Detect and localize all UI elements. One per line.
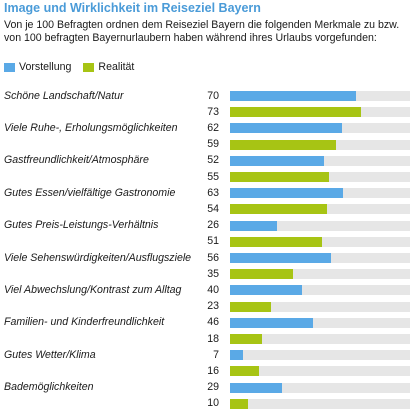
value-label-realitat: 18 [207, 332, 219, 345]
bar-vorstellung [230, 123, 342, 134]
bar-realitat [230, 398, 248, 409]
category-label-gastfreundlichkeit-atmosphare: Gastfreundlichkeit/Atmosphäre [4, 154, 149, 167]
bar-track [230, 301, 410, 312]
bar-track [230, 172, 410, 182]
bar-realitat [230, 301, 272, 312]
bar-track [230, 236, 410, 247]
bar-realitat [230, 269, 293, 280]
value-label-vorstellung: 46 [207, 316, 219, 329]
bar-realitat [230, 139, 337, 150]
bar-track [230, 220, 410, 231]
bar-track [230, 107, 410, 118]
legend-item-vorstellung: Vorstellung [4, 61, 71, 73]
bar-vorstellung [230, 91, 356, 101]
bar-track [230, 350, 410, 361]
value-label-realitat: 23 [207, 300, 219, 313]
value-label-realitat: 73 [207, 105, 219, 118]
value-label-vorstellung: 52 [207, 154, 219, 167]
bar-realitat [230, 236, 322, 247]
legend: Vorstellung Realität [4, 61, 146, 73]
bar-track [230, 204, 410, 215]
bar-realitat [230, 172, 329, 182]
value-label-realitat: 59 [207, 138, 219, 151]
legend-label-realitaet: Realität [98, 61, 135, 73]
value-label-vorstellung: 70 [207, 89, 219, 102]
category-label-bademoglichkeiten: Bademöglichkeiten [4, 381, 94, 394]
legend-label-vorstellung: Vorstellung [19, 61, 72, 73]
bar-track [230, 123, 410, 134]
value-label-vorstellung: 63 [207, 186, 219, 199]
value-label-vorstellung: 7 [213, 348, 219, 361]
bar-vorstellung [230, 285, 302, 296]
category-label-viele-sehenswurdigkeiten-ausflugsziele: Viele Sehenswürdigkeiten/Ausflugsziele [4, 251, 192, 264]
bar-vorstellung [230, 155, 324, 166]
legend-swatch-vorstellung [4, 62, 15, 72]
bar-track [230, 334, 410, 344]
value-label-realitat: 51 [207, 235, 219, 248]
bar-vorstellung [230, 253, 331, 263]
value-label-vorstellung: 62 [207, 121, 219, 134]
value-label-realitat: 54 [207, 202, 219, 215]
value-label-vorstellung: 56 [207, 251, 219, 264]
bar-vorstellung [230, 317, 313, 328]
bar-track [230, 269, 410, 280]
category-label-gutes-preis-leistungs-verhaltnis: Gutes Preis-Leistungs-Verhältnis [4, 219, 159, 232]
value-label-vorstellung: 29 [207, 381, 219, 394]
bar-track [230, 155, 410, 166]
bar-vorstellung [230, 382, 283, 393]
bar-track [230, 139, 410, 150]
category-label-gutes-essen-vielfaltige-gastronomie: Gutes Essen/vielfältige Gastronomie [4, 186, 176, 199]
bar-track [230, 366, 410, 377]
category-label-viel-abwechslung-kontrast-zum-alltag: Viel Abwechslung/Kontrast zum Alltag [4, 283, 182, 296]
value-label-realitat: 10 [207, 397, 219, 409]
bar-track [230, 285, 410, 296]
bar-track [230, 253, 410, 263]
chart-title: Image und Wirklichkeit im Reiseziel Baye… [4, 1, 261, 15]
value-label-realitat: 16 [207, 364, 219, 377]
bar-track [230, 188, 410, 199]
bar-vorstellung [230, 188, 344, 199]
value-label-vorstellung: 26 [207, 219, 219, 232]
category-label-schone-landschaft-natur: Schöne Landschaft/Natur [4, 89, 124, 102]
bar-track [230, 317, 410, 328]
category-label-gutes-wetter-klima: Gutes Wetter/Klima [4, 348, 96, 361]
bar-track [230, 91, 410, 101]
bar-realitat [230, 334, 263, 344]
bar-realitat [230, 107, 362, 118]
category-label-viele-ruhe-erholungsmoglichkeiten: Viele Ruhe-, Erholungsmöglichkeiten [4, 121, 178, 134]
value-label-vorstellung: 40 [207, 283, 219, 296]
value-label-realitat: 35 [207, 267, 219, 280]
legend-swatch-realitaet [83, 62, 95, 72]
value-label-realitat: 55 [207, 170, 219, 183]
bar-track [230, 398, 410, 409]
bar-track [230, 382, 410, 393]
category-label-familien-und-kinderfreundlichkeit: Familien- und Kinderfreundlichkeit [4, 316, 165, 329]
chart-subtitle: Von je 100 Befragten ordnen dem Reisezie… [4, 19, 400, 44]
bar-realitat [230, 366, 259, 377]
legend-item-realitaet: Realität [83, 61, 134, 73]
bar-vorstellung [230, 220, 277, 231]
bar-vorstellung [230, 350, 243, 361]
bar-realitat [230, 204, 328, 215]
